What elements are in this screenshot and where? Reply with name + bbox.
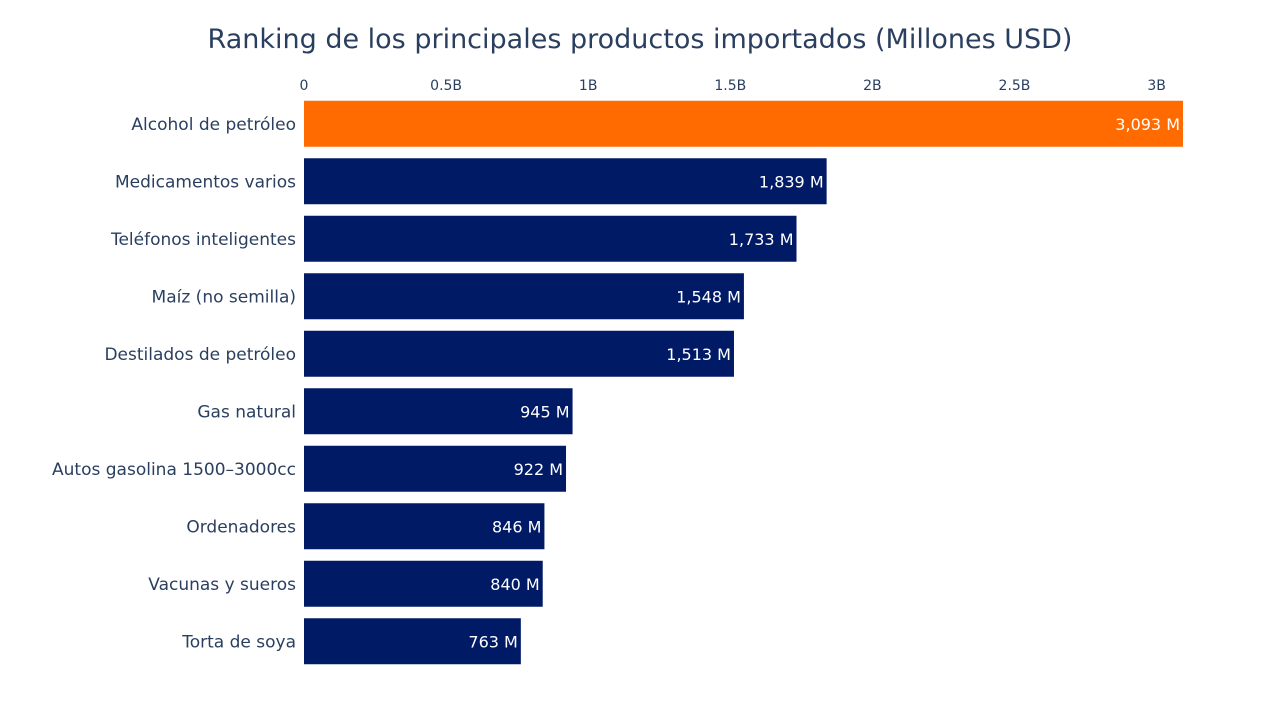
bar[interactable] bbox=[304, 560, 543, 607]
x-tick-label: 1B bbox=[579, 78, 598, 94]
bar-value-label: 922 M bbox=[514, 460, 563, 479]
bar-value-label: 1,548 M bbox=[676, 287, 741, 306]
bar[interactable] bbox=[304, 618, 521, 665]
bar-value-label: 3,093 M bbox=[1115, 115, 1180, 134]
category-label: Medicamentos varios bbox=[115, 172, 296, 192]
bar[interactable] bbox=[304, 100, 1183, 147]
category-label: Destilados de petróleo bbox=[104, 345, 296, 365]
x-tick-label: 3B bbox=[1147, 78, 1166, 94]
category-label: Autos gasolina 1500–3000cc bbox=[52, 460, 296, 480]
bar-value-label: 1,733 M bbox=[729, 230, 794, 249]
category-label: Alcohol de petróleo bbox=[131, 115, 296, 135]
category-label: Maíz (no semilla) bbox=[152, 287, 296, 307]
bars bbox=[304, 100, 1183, 665]
category-label: Ordenadores bbox=[186, 517, 296, 537]
x-axis-ticks: 0 0.5B 1B 1.5B 2B 2.5B 3B bbox=[300, 78, 1166, 94]
bar[interactable] bbox=[304, 330, 734, 377]
bar-value-label: 1,513 M bbox=[666, 345, 731, 364]
value-labels: 3,093 M 1,839 M 1,733 M 1,548 M 1,513 M 945 M… bbox=[468, 115, 1180, 652]
x-tick-label: 1.5B bbox=[714, 78, 746, 94]
bar[interactable] bbox=[304, 158, 827, 205]
x-tick-label: 0 bbox=[300, 78, 309, 94]
bar-value-label: 1,839 M bbox=[759, 172, 824, 191]
bar-value-label: 763 M bbox=[468, 632, 517, 651]
category-label: Torta de soya bbox=[181, 632, 296, 652]
bar[interactable] bbox=[304, 273, 744, 320]
chart-title: Ranking de los principales productos imp… bbox=[208, 24, 1073, 55]
bar[interactable] bbox=[304, 503, 545, 550]
bar-value-label: 840 M bbox=[490, 575, 539, 594]
x-tick-label: 2.5B bbox=[999, 78, 1031, 94]
bar-value-label: 846 M bbox=[492, 517, 541, 536]
category-label: Vacunas y sueros bbox=[148, 575, 296, 595]
category-label: Gas natural bbox=[197, 402, 296, 422]
bar[interactable] bbox=[304, 388, 573, 435]
bar[interactable] bbox=[304, 215, 797, 262]
x-tick-label: 2B bbox=[863, 78, 882, 94]
category-label: Teléfonos inteligentes bbox=[110, 230, 296, 250]
x-tick-label: 0.5B bbox=[430, 78, 462, 94]
category-labels: Alcohol de petróleo Medicamentos varios Te… bbox=[52, 115, 296, 653]
bar-value-label: 945 M bbox=[520, 402, 569, 421]
bar[interactable] bbox=[304, 445, 567, 492]
